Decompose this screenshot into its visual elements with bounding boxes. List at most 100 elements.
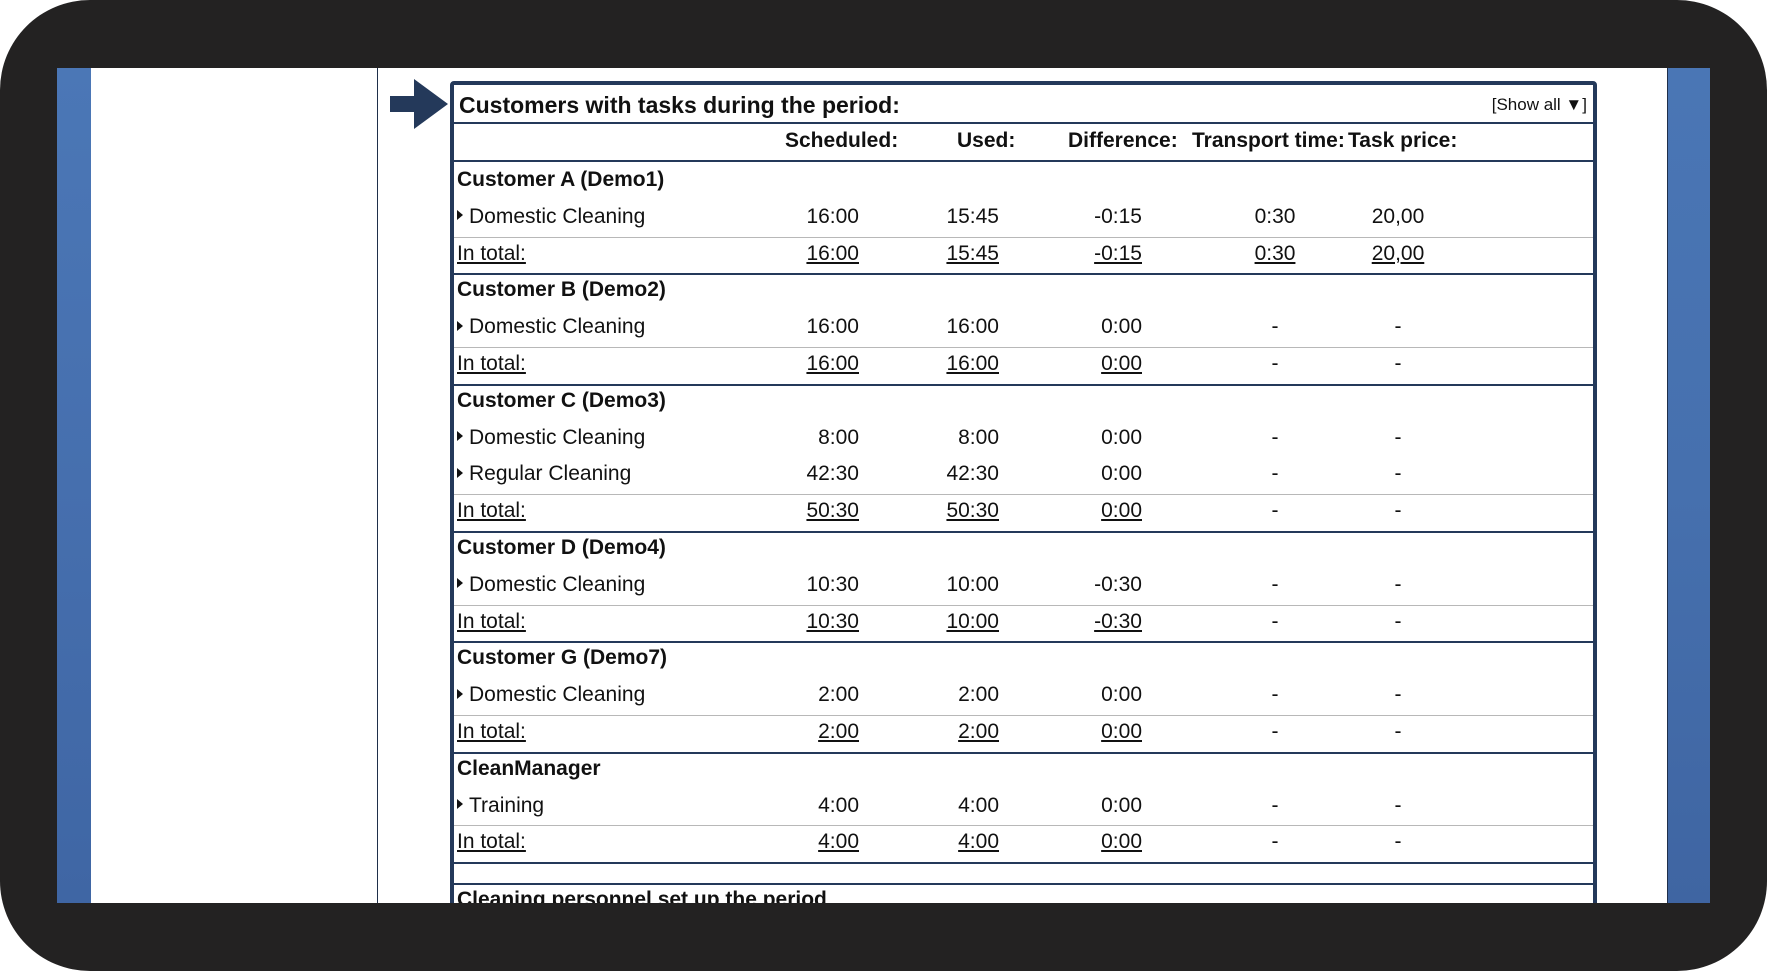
task-price: 20,00: [1371, 204, 1425, 228]
expand-triangle-icon[interactable]: [457, 320, 463, 331]
task-name: Domestic Cleaning: [469, 683, 646, 707]
task-scheduled: 2:00: [818, 683, 859, 707]
expand-triangle-icon[interactable]: [457, 431, 463, 442]
total-scheduled: 10:30: [806, 609, 859, 633]
expand-triangle-icon[interactable]: [457, 688, 463, 699]
column-header-transport-time: Transport time:: [1192, 129, 1345, 152]
total-scheduled: 4:00: [818, 830, 859, 854]
total-scheduled: 50:30: [806, 499, 859, 523]
title-divider: [454, 122, 1593, 124]
total-transport: -: [1271, 830, 1279, 854]
task-used: 8:00: [958, 425, 999, 449]
task-difference: 0:00: [1101, 315, 1142, 339]
next-section-title: Cleaning personnel set up the period: [457, 888, 827, 903]
in-total-link[interactable]: In total:: [457, 830, 526, 854]
customer-divider: [454, 273, 1593, 276]
total-divider: [454, 347, 1593, 348]
task-transport: 0:30: [1254, 204, 1296, 228]
expand-triangle-icon[interactable]: [457, 467, 463, 478]
total-transport: -: [1271, 499, 1279, 523]
task-transport: -: [1271, 315, 1279, 339]
customer-name: Customer C (Demo3): [457, 388, 666, 412]
task-name: Regular Cleaning: [469, 462, 632, 486]
task-price: -: [1394, 793, 1402, 817]
screen: Customers with tasks during the period: …: [57, 68, 1710, 903]
task-price: -: [1394, 683, 1402, 707]
customer-name: CleanManager: [457, 756, 601, 780]
task-scheduled: 8:00: [818, 425, 859, 449]
pointer-arrow-icon: [390, 79, 448, 129]
customer-divider: [454, 751, 1593, 754]
task-scheduled: 16:00: [806, 315, 859, 339]
customer-divider: [454, 531, 1593, 533]
total-price: -: [1394, 720, 1402, 743]
task-row-toggle[interactable]: Domestic Cleaning: [457, 426, 645, 450]
task-row-toggle[interactable]: Regular Cleaning: [457, 462, 631, 486]
total-price: -: [1394, 609, 1402, 633]
header-divider: [454, 160, 1593, 162]
expand-triangle-icon[interactable]: [457, 578, 463, 589]
task-transport: -: [1271, 793, 1279, 817]
total-used: 16:00: [946, 352, 999, 375]
column-header-scheduled: Scheduled:: [785, 129, 899, 152]
column-header-difference: Difference:: [1068, 129, 1178, 152]
task-difference: 0:00: [1101, 462, 1142, 486]
in-total-link[interactable]: In total:: [457, 352, 526, 375]
total-scheduled: 2:00: [818, 720, 859, 743]
column-header-task-price: Task price:: [1348, 129, 1458, 152]
task-name: Training: [469, 793, 545, 817]
total-divider: [454, 236, 1593, 238]
customer-divider: [454, 383, 1593, 386]
task-scheduled: 10:30: [806, 572, 859, 596]
in-total-link[interactable]: In total:: [457, 499, 526, 523]
total-scheduled: 16:00: [806, 352, 859, 375]
total-transport: -: [1271, 720, 1279, 743]
task-difference: 0:00: [1101, 425, 1142, 449]
customer-name: Customer G (Demo7): [457, 646, 668, 670]
task-scheduled: 42:30: [806, 462, 859, 486]
total-divider: [454, 715, 1593, 716]
task-name: Domestic Cleaning: [469, 425, 646, 449]
customer-divider: [454, 641, 1593, 644]
task-used: 15:45: [946, 204, 999, 228]
task-name: Domestic Cleaning: [469, 204, 646, 228]
task-difference: 0:00: [1101, 683, 1142, 707]
task-row-toggle[interactable]: Domestic Cleaning: [457, 315, 645, 339]
total-divider: [454, 604, 1593, 606]
spacer-divider: [454, 883, 1593, 885]
total-scheduled: 16:00: [806, 241, 859, 265]
total-transport: -: [1271, 609, 1279, 633]
total-difference: 0:00: [1101, 352, 1142, 375]
show-all-dropdown[interactable]: [Show all ▼]: [1491, 95, 1587, 114]
customer-name: Customer A (Demo1): [457, 168, 665, 191]
task-used: 4:00: [958, 793, 999, 817]
right-blue-sidebar: [1668, 68, 1710, 903]
content-right-border: [1667, 68, 1668, 903]
task-row-toggle[interactable]: Domestic Cleaning: [457, 573, 645, 597]
task-row-toggle[interactable]: Training: [457, 794, 544, 818]
total-difference: -0:15: [1094, 241, 1142, 265]
task-used: 10:00: [946, 572, 999, 596]
expand-triangle-icon[interactable]: [457, 799, 463, 810]
task-row-toggle[interactable]: Domestic Cleaning: [457, 205, 645, 229]
total-divider: [454, 494, 1593, 496]
customers-tasks-panel: Customers with tasks during the period: …: [450, 81, 1597, 903]
task-difference: -0:30: [1094, 572, 1142, 596]
total-divider: [454, 825, 1593, 827]
customer-name: Customer B (Demo2): [457, 278, 666, 302]
left-blue-sidebar: [57, 68, 91, 903]
task-difference: -0:15: [1094, 204, 1142, 228]
expand-triangle-icon[interactable]: [457, 210, 463, 221]
task-scheduled: 4:00: [818, 793, 859, 817]
column-header-used: Used:: [957, 129, 1016, 152]
total-price: -: [1394, 830, 1402, 854]
customer-divider: [454, 862, 1593, 865]
task-difference: 0:00: [1101, 793, 1142, 817]
task-transport: -: [1271, 683, 1279, 707]
in-total-link[interactable]: In total:: [457, 609, 526, 633]
in-total-link[interactable]: In total:: [457, 720, 526, 743]
in-total-link[interactable]: In total:: [457, 241, 526, 265]
task-row-toggle[interactable]: Domestic Cleaning: [457, 683, 645, 707]
total-used: 4:00: [958, 830, 999, 854]
